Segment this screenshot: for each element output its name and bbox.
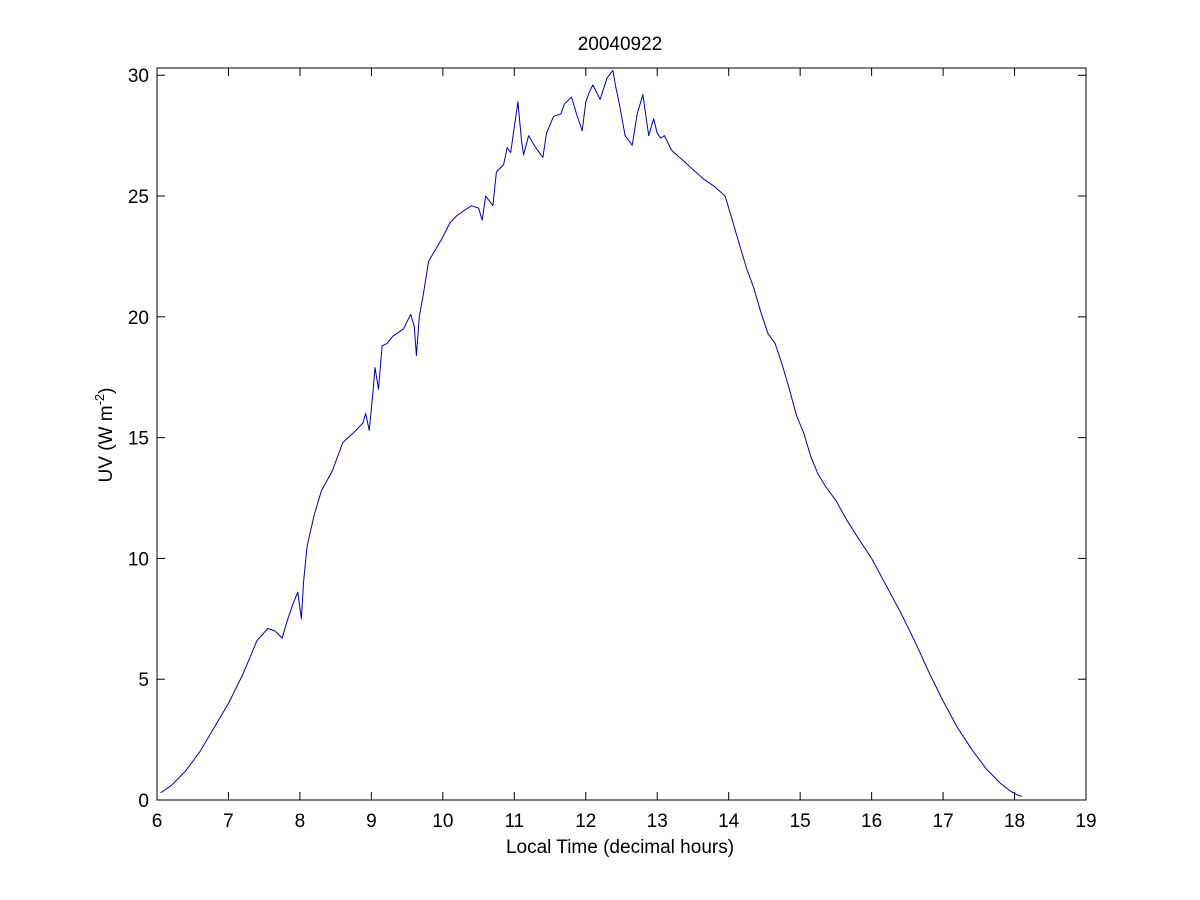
y-tick-label: 15 bbox=[128, 429, 149, 450]
y-tick-label: 30 bbox=[128, 66, 149, 87]
x-tick-label: 8 bbox=[295, 811, 306, 832]
x-tick-label: 13 bbox=[647, 811, 668, 832]
chart-title: 20040922 bbox=[578, 34, 663, 55]
y-tick-label: 20 bbox=[128, 308, 149, 329]
x-tick-label: 19 bbox=[1075, 811, 1096, 832]
y-axis-title-suffix: ) bbox=[96, 388, 117, 394]
x-tick-label: 16 bbox=[861, 811, 882, 832]
x-tick-label: 18 bbox=[1004, 811, 1025, 832]
x-tick-label: 10 bbox=[432, 811, 453, 832]
y-tick-label: 10 bbox=[128, 549, 149, 570]
x-tick-label: 14 bbox=[718, 811, 740, 832]
x-tick-label: 15 bbox=[790, 811, 811, 832]
y-axis-title: UV (W m-2) bbox=[92, 388, 117, 483]
x-tick-label: 9 bbox=[366, 811, 377, 832]
y-axis-title-prefix: UV (W m bbox=[96, 405, 117, 482]
y-tick-label: 5 bbox=[138, 670, 149, 691]
plot-frame bbox=[156, 67, 1087, 801]
y-tick-label: 25 bbox=[128, 187, 149, 208]
x-axis-title: Local Time (decimal hours) bbox=[506, 837, 734, 858]
y-axis-title-superscript: -2 bbox=[92, 394, 107, 406]
y-tick-label: 0 bbox=[138, 791, 149, 812]
x-tick-label: 12 bbox=[575, 811, 596, 832]
x-tick-label: 11 bbox=[504, 811, 524, 832]
x-tick-label: 17 bbox=[933, 811, 954, 832]
uv-series-line bbox=[160, 69, 1022, 797]
x-tick-label: 7 bbox=[223, 811, 234, 832]
x-tick-label: 6 bbox=[152, 811, 163, 832]
